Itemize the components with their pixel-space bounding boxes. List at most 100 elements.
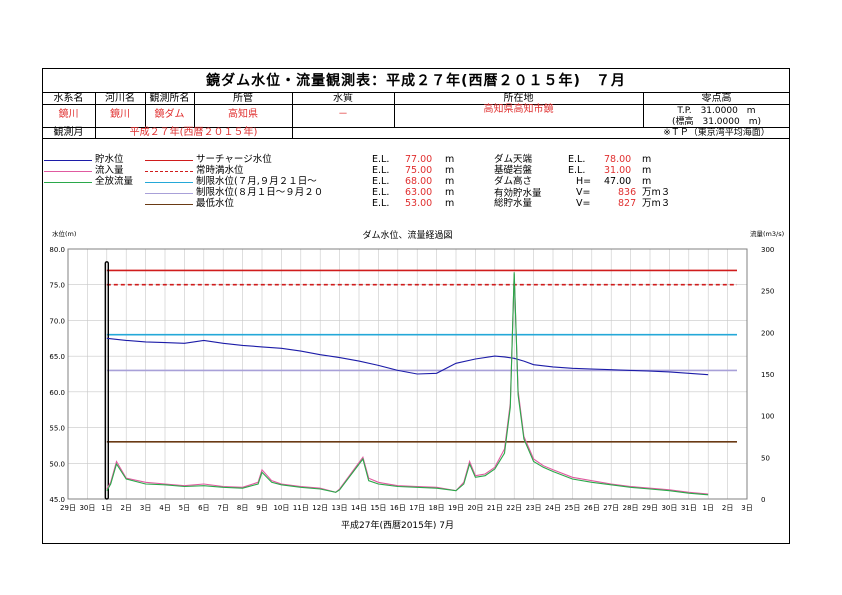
- x-tick-label: 16日: [390, 504, 406, 512]
- x-tick-label: 10日: [273, 504, 289, 512]
- spec-el: V=: [576, 198, 591, 209]
- header-label: 水質: [333, 93, 353, 104]
- level-value: 77.00: [405, 154, 433, 165]
- x-tick-label: 6日: [198, 504, 209, 512]
- y-tick-label-left: 55.0: [49, 425, 65, 433]
- level-el: E.L.: [372, 165, 390, 176]
- legend-label: 全放流量: [95, 176, 134, 187]
- x-tick-label: 14日: [351, 504, 367, 512]
- header-label: 所在地: [503, 93, 534, 104]
- spec-label: ダム天端: [494, 154, 533, 165]
- level-label: 最低水位: [196, 198, 235, 209]
- legend-swatch: [44, 171, 92, 172]
- level-label: 制限水位(８月１日～９月２０: [196, 187, 324, 198]
- level-value: 75.00: [405, 165, 433, 176]
- x-tick-label: 31日: [681, 504, 697, 512]
- level-unit: m: [445, 198, 455, 209]
- x-tick-label: 24日: [545, 504, 561, 512]
- legend-label: 流入量: [95, 165, 124, 176]
- datum-tp: T.P. 31.0000 m: [677, 106, 756, 116]
- y-tick-label-right: 250: [761, 288, 774, 296]
- header-divider: [95, 127, 96, 138]
- x-tick-label: 17日: [409, 504, 425, 512]
- level-value: 68.00: [405, 176, 433, 187]
- period-label: 観測月: [53, 127, 84, 138]
- y-tick-label-right: 150: [761, 371, 774, 379]
- y-tick-label-left: 65.0: [49, 353, 65, 361]
- spec-unit: m: [642, 154, 652, 165]
- x-tick-label: 3日: [140, 504, 151, 512]
- header-divider: [643, 92, 644, 127]
- x-tick-label: 13日: [332, 504, 348, 512]
- page-title: 鏡ダム水位・流量観測表：平成２７年(西暦２０１５年) ７月: [206, 73, 626, 89]
- x-axis-label: 平成27年(西暦2015年) 7月: [341, 519, 454, 531]
- header-divider: [194, 92, 195, 127]
- header-label: 河川名: [105, 93, 135, 104]
- spec-el: H=: [576, 176, 592, 187]
- sheet-frame: [42, 68, 790, 544]
- y-tick-label-left: 75.0: [49, 282, 65, 290]
- legend-swatch: [44, 160, 92, 161]
- legend-swatch: [145, 193, 193, 194]
- x-tick-label: 28日: [623, 504, 639, 512]
- spec-el: E.L.: [568, 154, 586, 165]
- x-tick-label: 30日: [661, 504, 677, 512]
- level-label: 常時満水位: [196, 165, 244, 176]
- x-tick-label: 21日: [487, 504, 503, 512]
- header-value: 鏡ダム: [154, 109, 185, 120]
- x-tick-label: 23日: [526, 504, 542, 512]
- header-value: 高知県高知市鏡: [483, 104, 554, 115]
- x-tick-label: 20日: [467, 504, 483, 512]
- header-value: －: [338, 109, 348, 120]
- spec-value: 78.00: [604, 154, 632, 165]
- spec-label: 総貯水量: [494, 198, 533, 209]
- x-tick-label: 8日: [237, 504, 248, 512]
- datum-elevation: (標高 31.0000 m): [671, 117, 761, 127]
- legend-swatch: [145, 171, 193, 172]
- y-tick-label-left: 70.0: [49, 317, 65, 325]
- header-label: 観測所名: [149, 93, 190, 104]
- level-el: E.L.: [372, 187, 390, 198]
- y-tick-label-left: 45.0: [49, 496, 65, 504]
- spec-unit: 万m３: [642, 198, 671, 209]
- header-divider: [292, 127, 293, 138]
- y-axis-label-left: 水位(m): [52, 229, 76, 238]
- header-value: 高知県: [228, 109, 258, 120]
- series-line-1: [106, 337, 709, 376]
- level-value: 53.00: [405, 198, 433, 209]
- level-label: 制限水位(７月,９月２１日～: [196, 176, 317, 187]
- spec-label: 有効貯水量: [494, 188, 542, 199]
- x-tick-label: 29日: [60, 504, 76, 512]
- x-tick-label: 7日: [217, 504, 228, 512]
- y-tick-label-right: 50: [761, 454, 770, 462]
- x-tick-label: 29日: [642, 504, 658, 512]
- legend-swatch: [44, 182, 92, 183]
- level-value: 63.00: [405, 187, 433, 198]
- x-tick-label: 26日: [584, 504, 600, 512]
- legend-swatch: [145, 204, 193, 205]
- y-tick-label-right: 200: [761, 329, 774, 337]
- x-tick-label: 18日: [429, 504, 445, 512]
- level-el: E.L.: [372, 198, 390, 209]
- spec-value: 827: [618, 198, 637, 209]
- header-divider: [42, 104, 394, 105]
- header-divider: [145, 92, 146, 127]
- level-el: E.L.: [372, 154, 390, 165]
- header-divider: [394, 104, 790, 105]
- month-start-marker: [104, 261, 110, 500]
- x-tick-label: 4日: [159, 504, 170, 512]
- spec-unit: m: [642, 165, 652, 176]
- y-tick-label-right: 0: [761, 496, 765, 504]
- tp-note: ※ＴＰ（東京湾平均海面）: [663, 128, 770, 138]
- x-tick-label: 30日: [79, 504, 95, 512]
- legend-swatch: [145, 160, 193, 161]
- level-unit: m: [445, 154, 455, 165]
- spec-label: ダム高さ: [494, 176, 533, 187]
- header-label: 零点高: [701, 93, 732, 104]
- x-tick-label: 22日: [506, 504, 522, 512]
- spec-value: 47.00: [604, 176, 632, 187]
- spec-el: E.L.: [568, 165, 586, 176]
- x-tick-label: 15日: [370, 504, 386, 512]
- header-divider: [42, 92, 790, 93]
